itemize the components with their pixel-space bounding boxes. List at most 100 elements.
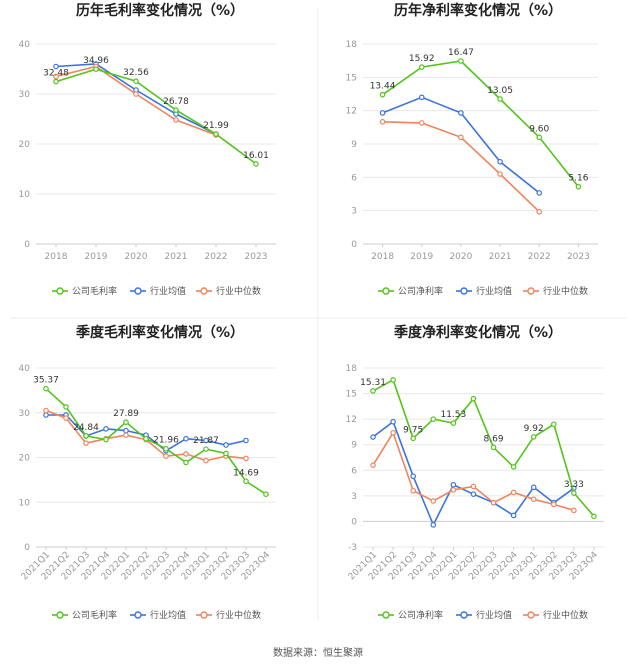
data-label-0-2: 32.56 <box>123 68 149 78</box>
data-point-0-industry_median-3 <box>173 117 179 123</box>
data-point-2-company-3 <box>103 436 109 443</box>
data-point-0-company-2 <box>133 78 139 85</box>
x-tick-label-1-1: 2019 <box>410 252 433 262</box>
data-point-3-industry_median-4 <box>450 487 457 493</box>
y-tick-label-2-2: 20 <box>19 454 31 464</box>
series-line-3-company <box>372 378 595 517</box>
data-label-3-0: 15.31 <box>360 378 386 388</box>
y-tick-label-2-1: 10 <box>19 498 31 508</box>
legend-swatch-marker-0-company <box>56 287 64 295</box>
series-line-2-company <box>45 388 267 495</box>
data-point-3-industry_median-8 <box>530 496 537 503</box>
legend-swatch-marker-2-company <box>56 611 64 619</box>
source-note: 数据来源：恒生聚源 <box>273 646 363 659</box>
data-point-3-company-6 <box>490 444 497 451</box>
legend-label-3-company: 公司净利率 <box>398 609 443 621</box>
legend-label-0-industry_median: 行业中位数 <box>216 285 261 297</box>
data-label-1-4: 9.60 <box>529 124 549 134</box>
data-point-3-company-1 <box>390 377 396 383</box>
y-tick-label-3-1: 0 <box>351 517 357 527</box>
data-label-2-10: 14.69 <box>233 468 259 478</box>
legend-swatch-marker-0-industry_avg <box>134 287 142 295</box>
legend-label-2-industry_median: 行业中位数 <box>216 609 261 621</box>
data-point-1-industry_avg-2 <box>458 110 464 116</box>
y-tick-label-0-3: 30 <box>19 90 31 100</box>
data-label-3-8: 9.92 <box>524 424 544 434</box>
chart-title-0: 历年毛利率变化情况（%） <box>76 2 244 19</box>
data-point-1-industry_avg-4 <box>536 190 543 196</box>
data-point-3-industry_avg-0 <box>370 434 376 440</box>
chart-title-2: 季度毛利率变化情况（%） <box>75 324 244 341</box>
y-tick-label-2-0: 0 <box>24 543 30 553</box>
data-point-2-industry_avg-8 <box>203 437 209 444</box>
legend-label-0-company: 公司毛利率 <box>72 285 117 297</box>
legend-swatch-marker-2-industry_median <box>200 611 208 619</box>
data-label-0-3: 26.78 <box>163 97 189 107</box>
data-point-0-company-3 <box>173 107 179 113</box>
data-point-1-industry_median-4 <box>536 208 543 215</box>
data-label-3-2: 9.75 <box>403 425 423 435</box>
data-point-2-company-0 <box>43 385 49 392</box>
data-point-2-company-4 <box>123 419 129 425</box>
data-point-3-company-11 <box>591 513 597 520</box>
data-label-1-5: 5.16 <box>568 174 588 184</box>
data-point-3-company-0 <box>370 388 376 394</box>
data-point-2-industry_median-4 <box>123 432 129 438</box>
data-point-3-industry_avg-2 <box>410 473 417 480</box>
y-tick-label-3-2: 3 <box>351 492 357 502</box>
data-point-2-industry_median-1 <box>63 415 69 421</box>
data-point-1-industry_median-3 <box>497 171 503 177</box>
y-tick-label-1-3: 9 <box>351 140 357 150</box>
y-tick-label-0-4: 40 <box>19 40 31 50</box>
x-tick-label-0-2: 2020 <box>125 252 148 262</box>
data-point-2-company-1 <box>63 404 69 410</box>
data-point-2-industry_avg-7 <box>183 435 189 442</box>
data-point-2-company-7 <box>183 459 189 466</box>
data-point-1-company-3 <box>497 96 503 102</box>
data-point-2-industry_avg-0 <box>43 412 49 418</box>
data-label-1-1: 15.92 <box>409 54 435 64</box>
data-label-0-5: 16.01 <box>243 151 269 161</box>
data-label-0-4: 21.99 <box>203 121 229 131</box>
data-point-3-industry_avg-1 <box>390 418 396 425</box>
legend-label-0-industry_avg: 行业均值 <box>150 285 186 297</box>
data-label-2-8: 21.87 <box>193 436 219 446</box>
legend-swatch-marker-1-industry_avg <box>460 287 468 295</box>
data-point-2-company-8 <box>203 446 209 452</box>
data-point-1-company-1 <box>418 64 425 70</box>
legend-swatch-marker-1-company <box>382 287 390 295</box>
data-point-3-company-3 <box>430 416 437 422</box>
y-tick-label-0-1: 10 <box>19 190 31 200</box>
series-line-1-company <box>382 60 580 188</box>
x-tick-label-0-1: 2019 <box>85 252 108 262</box>
data-point-2-company-6 <box>163 445 169 452</box>
data-point-0-industry_median-2 <box>133 91 139 97</box>
legend-label-2-company: 公司毛利率 <box>72 609 117 621</box>
data-point-2-industry_avg-3 <box>103 426 109 432</box>
data-point-1-industry_median-1 <box>418 120 425 126</box>
data-point-1-company-4 <box>536 134 543 141</box>
data-point-3-industry_avg-7 <box>510 512 517 519</box>
y-tick-label-3-0: -3 <box>348 543 357 553</box>
x-tick-label-1-3: 2021 <box>489 252 512 262</box>
chart-title-3: 季度净利率变化情况（%） <box>393 324 562 341</box>
data-point-2-industry_median-2 <box>83 440 89 446</box>
data-point-2-company-5 <box>143 435 149 442</box>
data-point-2-company-9 <box>223 450 229 457</box>
legend-label-3-industry_median: 行业中位数 <box>543 609 588 621</box>
data-point-3-industry_median-9 <box>550 501 557 508</box>
data-point-1-company-2 <box>458 58 464 64</box>
x-tick-label-1-2: 2020 <box>449 252 472 262</box>
data-point-3-industry_median-6 <box>490 499 497 506</box>
data-point-3-industry_median-5 <box>470 483 477 490</box>
y-tick-label-1-5: 15 <box>346 73 357 83</box>
data-point-2-industry_median-7 <box>183 451 189 457</box>
x-tick-label-0-4: 2022 <box>205 252 228 262</box>
data-label-3-6: 8.69 <box>484 434 504 444</box>
data-point-3-industry_avg-4 <box>450 481 457 488</box>
data-point-0-company-0 <box>53 78 59 85</box>
x-tick-label-1-4: 2022 <box>528 252 551 262</box>
legend-label-3-industry_avg: 行业均值 <box>476 609 512 621</box>
data-label-3-4: 11.53 <box>440 410 466 420</box>
series-line-3-industry_avg <box>372 420 575 527</box>
